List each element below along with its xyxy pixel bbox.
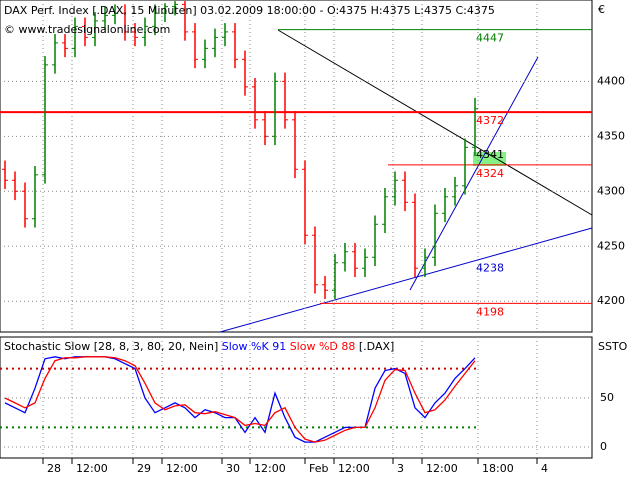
legend-entry: Slow %D 88 — [290, 340, 356, 353]
chart-title: DAX Perf. Index [.DAX, 15 Minuten] 03.02… — [4, 4, 495, 17]
y-axis-label: SSTO — [598, 340, 628, 353]
x-tick-label: 12:00 — [166, 462, 198, 475]
y-tick-label: 4200 — [597, 294, 625, 307]
y-tick-label: 4250 — [597, 239, 625, 252]
stochastic-line — [4, 356, 476, 443]
level-label: 4324 — [476, 167, 504, 180]
y-tick-label: 0 — [600, 440, 607, 453]
symbol-label: [.DAX] — [359, 340, 394, 353]
y-tick-label: 4400 — [597, 74, 625, 87]
y-axis-label: € — [598, 3, 605, 16]
level-label: 4447 — [476, 32, 504, 45]
level-label: 4341 — [476, 148, 504, 161]
y-tick-label: 4350 — [597, 129, 625, 142]
level-label: 4198 — [476, 305, 504, 318]
trend-line — [409, 56, 539, 291]
x-tick-label: 12:00 — [426, 462, 458, 475]
highlight-box — [473, 152, 506, 166]
indicator-title: Stochastic Slow [28, 8, 3, 80, 20, Nein] — [4, 340, 218, 353]
x-tick-label: 28 — [47, 462, 61, 475]
y-tick-label: 50 — [600, 391, 614, 404]
level-label: 4372 — [476, 114, 504, 127]
x-tick-label: 4 — [541, 462, 548, 475]
trend-line — [277, 29, 593, 216]
trend-line — [219, 227, 593, 333]
x-tick-label: Feb — [309, 462, 328, 475]
x-tick-label: 18:00 — [482, 462, 514, 475]
stochastic-title: Stochastic Slow [28, 8, 3, 80, 20, Nein]… — [4, 340, 394, 353]
x-tick-label: 3 — [397, 462, 404, 475]
level-label: 4238 — [476, 261, 504, 274]
y-tick-label: 4300 — [597, 184, 625, 197]
legend-entry: Slow %K 91 — [222, 340, 286, 353]
x-tick-label: 12:00 — [76, 462, 108, 475]
x-tick-label: 29 — [137, 462, 151, 475]
copyright: © www.tradesignalonline.com — [4, 23, 170, 36]
x-tick-label: 12:00 — [338, 462, 370, 475]
x-tick-label: 30 — [226, 462, 240, 475]
x-tick-label: 12:00 — [254, 462, 286, 475]
